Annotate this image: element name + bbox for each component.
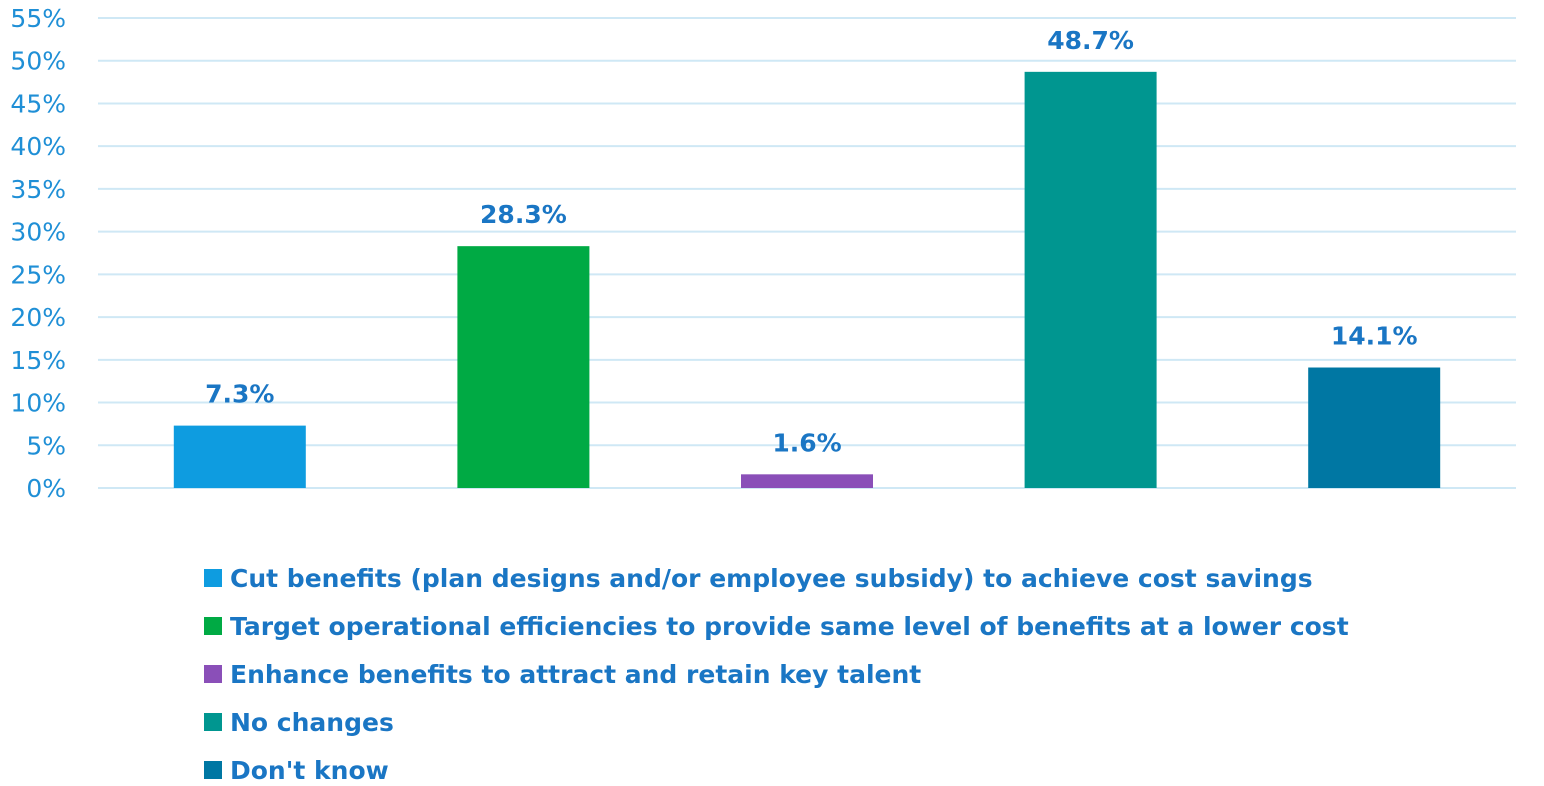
data-label: 28.3%: [480, 200, 567, 229]
bars: [173, 71, 1441, 488]
legend-label: Enhance benefits to attract and retain k…: [230, 660, 921, 689]
y-tick-label: 35%: [10, 175, 66, 204]
y-tick-label: 5%: [26, 431, 66, 460]
y-tick-label: 50%: [10, 47, 66, 76]
y-tick-label: 30%: [10, 218, 66, 247]
y-tick-label: 45%: [10, 89, 66, 118]
legend-swatch: [204, 713, 222, 731]
legend-label: Cut benefits (plan designs and/or employ…: [230, 564, 1313, 593]
bar: [1308, 367, 1441, 488]
legend-swatch: [204, 569, 222, 587]
y-tick-label: 10%: [10, 389, 66, 418]
legend-swatch: [204, 665, 222, 683]
bar: [173, 425, 306, 488]
data-label: 14.1%: [1331, 322, 1418, 351]
data-label: 48.7%: [1047, 26, 1134, 55]
y-tick-label: 55%: [10, 4, 66, 33]
bar: [457, 246, 590, 488]
bar: [741, 474, 873, 488]
grid-lines: [98, 17, 1516, 489]
y-tick-label: 0%: [26, 474, 66, 503]
legend-label: No changes: [230, 708, 394, 737]
y-tick-label: 20%: [10, 303, 66, 332]
bar: [1024, 71, 1157, 488]
data-labels: 7.3% 28.3% 1.6% 48.7% 14.1%: [205, 26, 1417, 457]
data-label: 1.6%: [772, 428, 841, 457]
y-tick-label: 40%: [10, 132, 66, 161]
legend-label: Target operational efficiencies to provi…: [230, 612, 1349, 641]
y-tick-label: 25%: [10, 260, 66, 289]
legend-swatch: [204, 761, 222, 779]
legend: Cut benefits (plan designs and/or employ…: [204, 564, 1349, 785]
legend-swatch: [204, 617, 222, 635]
data-label: 7.3%: [205, 380, 274, 409]
legend-label: Don't know: [230, 756, 389, 785]
y-tick-label: 15%: [10, 346, 66, 375]
y-axis-ticks: 0% 5% 10% 15% 20% 25% 30% 35% 40% 45% 50% 55%: [10, 4, 66, 503]
